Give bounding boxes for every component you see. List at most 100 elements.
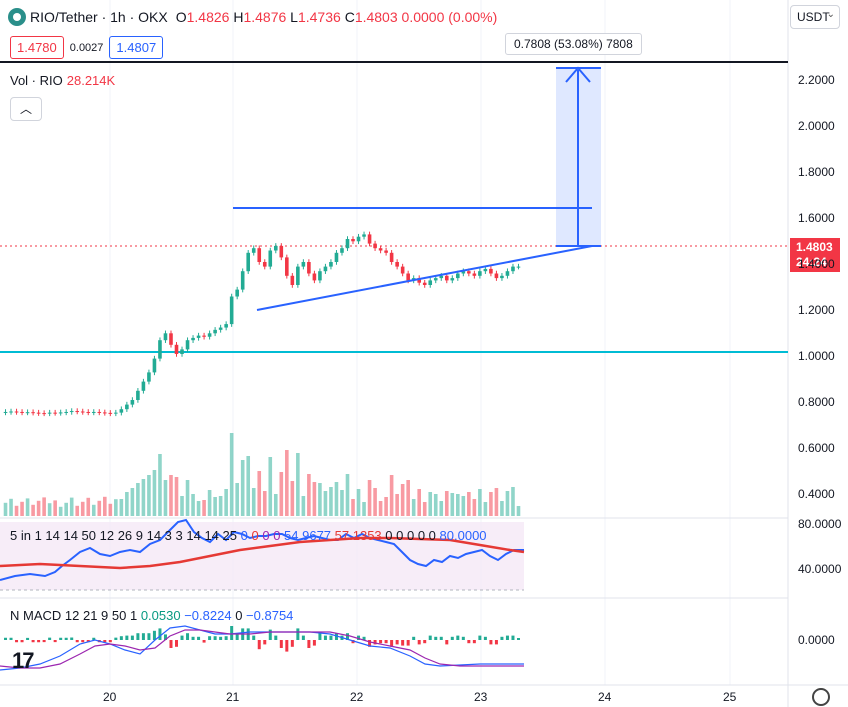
- candle-body: [505, 271, 510, 276]
- candle-body: [36, 412, 41, 414]
- volume-bar: [428, 492, 433, 516]
- buy-price-button[interactable]: 1.4807: [109, 36, 164, 59]
- rsi-axis-label: 40.0000: [798, 562, 842, 576]
- macd-histogram-bar: [252, 635, 256, 640]
- macd-v1: 0.0530: [140, 608, 181, 623]
- candle-body: [147, 372, 151, 382]
- macd-histogram-bar: [516, 638, 520, 640]
- macd-histogram-bar: [489, 640, 493, 645]
- volume-bar: [251, 488, 256, 516]
- macd-line: [0, 625, 524, 671]
- rsi-ma-line: [0, 536, 525, 570]
- macd-histogram-bar: [26, 637, 30, 640]
- measure-label: 0.7808 (53.08%) 7808: [505, 33, 642, 55]
- currency-selector[interactable]: USDT ⌄: [790, 5, 840, 29]
- volume-bar: [119, 499, 124, 516]
- volume-bar: [378, 501, 383, 516]
- tradingview-logo[interactable]: 17: [12, 648, 35, 673]
- macd-histogram-bar: [163, 634, 167, 640]
- collapse-legend-button[interactable]: ︿: [10, 97, 42, 121]
- time-axis-label: 22: [350, 690, 364, 704]
- volume-bar: [373, 488, 377, 516]
- macd-histogram: [4, 626, 520, 652]
- candles[interactable]: [3, 231, 521, 417]
- macd-histogram-bar: [257, 640, 261, 650]
- volume-bar: [53, 500, 57, 516]
- triangle-support-line[interactable]: [256, 245, 593, 311]
- settings-gear-icon[interactable]: [812, 688, 830, 706]
- volume-bar: [75, 505, 80, 516]
- price-axis-label: 1.8000: [798, 165, 835, 179]
- volume-bar: [279, 472, 284, 516]
- volume-bar: [516, 506, 521, 516]
- volume-bar: [69, 497, 74, 516]
- candle-body: [472, 273, 477, 276]
- bar-countdown: 24:24: [796, 255, 827, 269]
- rsi-v6: 57.1353: [334, 528, 382, 543]
- volume-bar: [58, 506, 63, 516]
- candle-body: [97, 411, 102, 413]
- rsi-legend[interactable]: 5 in 1 14 14 50 12 26 9 14 3 3 14 14 25 …: [10, 528, 487, 543]
- macd-histogram-bar: [406, 640, 410, 646]
- candle-body: [373, 243, 377, 249]
- price-axis-label: 0.6000: [798, 441, 835, 455]
- candle-body: [467, 271, 471, 274]
- candle-body: [312, 273, 317, 281]
- macd-legend[interactable]: N MACD 12 21 9 50 1 0.0530 −0.8224 0 −0.…: [10, 608, 293, 623]
- volume-bar: [384, 497, 388, 516]
- volume-value: 28.214K: [66, 73, 116, 88]
- candle-body: [450, 278, 455, 281]
- volume-bar: [141, 479, 146, 516]
- macd-histogram-bar: [362, 636, 366, 640]
- sell-price-button[interactable]: 1.4780: [10, 36, 64, 59]
- volume-bar: [500, 501, 504, 516]
- candle-body: [422, 282, 427, 285]
- macd-histogram-bar: [274, 635, 278, 640]
- volume-bar: [235, 483, 239, 516]
- macd-histogram-bar: [81, 640, 85, 643]
- volume-bar: [224, 489, 228, 516]
- candle-body: [169, 333, 173, 345]
- macd-histogram-bar: [395, 640, 399, 645]
- macd-histogram-bar: [279, 640, 283, 648]
- volume-bar: [467, 492, 471, 516]
- volume-bar: [36, 500, 41, 516]
- rsi-v2: 0: [251, 528, 259, 543]
- volume-bar: [323, 491, 328, 516]
- high-label: H: [233, 9, 244, 25]
- macd-histogram-bar: [511, 635, 515, 640]
- volume-bar: [9, 498, 13, 516]
- macd-histogram-bar: [86, 640, 90, 643]
- symbol-legend[interactable]: RIO/Tether · 1h · OKX O1.4826 H1.4876 L1…: [8, 8, 497, 26]
- open-label: O: [175, 9, 187, 25]
- macd-histogram-bar: [505, 635, 509, 640]
- symbol-title[interactable]: RIO/Tether · 1h · OKX: [30, 9, 168, 25]
- macd-histogram-bar: [263, 640, 267, 645]
- candle-body: [229, 296, 234, 325]
- candle-body: [185, 340, 190, 350]
- currency-label: USDT: [797, 10, 830, 24]
- volume-bar: [389, 475, 394, 516]
- candle-body: [296, 266, 300, 285]
- volume-bar: [285, 450, 289, 516]
- candle-body: [262, 262, 267, 267]
- chevron-down-icon: ⌄: [826, 9, 835, 20]
- candle-body: [53, 412, 57, 414]
- macd-histogram-bar: [472, 640, 476, 644]
- macd-histogram-bar: [390, 640, 394, 647]
- price-axis-label: 1.4000: [798, 257, 835, 271]
- macd-histogram-bar: [456, 635, 460, 640]
- macd-histogram-bar: [219, 636, 223, 640]
- macd-histogram-bar: [202, 640, 206, 643]
- volume-bar: [461, 496, 466, 516]
- candle-body: [461, 271, 466, 274]
- last-price-tag: 1.4803 24:24: [790, 238, 840, 272]
- macd-histogram-bar: [37, 640, 41, 643]
- volume-bar: [125, 492, 129, 516]
- volume-bar: [163, 480, 168, 516]
- candle-body: [80, 411, 85, 413]
- candle-body: [136, 390, 140, 400]
- volume-legend[interactable]: Vol · RIO 28.214K: [10, 73, 115, 88]
- change-value: 0.0000 (0.00%): [401, 9, 498, 25]
